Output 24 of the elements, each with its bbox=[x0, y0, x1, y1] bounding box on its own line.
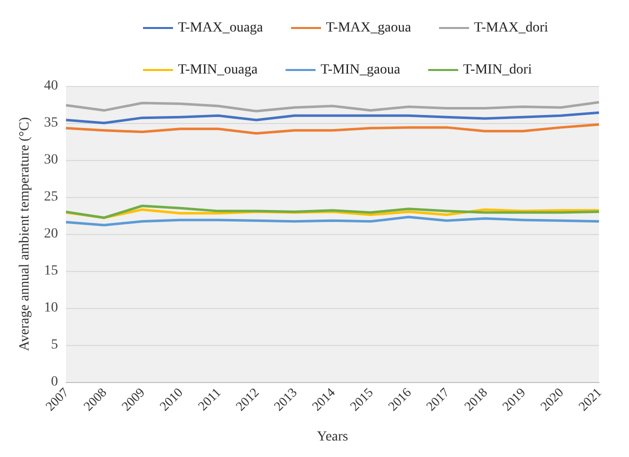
y-tick-label: 10 bbox=[44, 300, 58, 316]
y-tick-label: 5 bbox=[51, 338, 58, 352]
x-axis-title: Years bbox=[316, 430, 348, 444]
line-series bbox=[64, 101, 600, 112]
y-tick-label: 20 bbox=[44, 226, 58, 242]
line-series bbox=[64, 123, 600, 135]
x-tick-label: 2011 bbox=[194, 384, 224, 414]
y-tick-label: 35 bbox=[44, 116, 58, 130]
y-tick-label: 30 bbox=[44, 152, 58, 168]
legend-label: T-MAX_ouaga bbox=[178, 20, 264, 36]
line-series bbox=[64, 216, 600, 226]
legend-label: T-MIN_ouaga bbox=[178, 62, 258, 78]
y-tick-label: 25 bbox=[44, 190, 58, 204]
line-series bbox=[64, 204, 600, 219]
y-tick-label: 15 bbox=[44, 264, 58, 278]
legend-label: T-MIN_dori bbox=[463, 62, 532, 78]
y-axis-title: Average annual ambient temperature (°C) bbox=[18, 116, 32, 351]
y-tick-label: 0 bbox=[51, 374, 58, 390]
legend-label: T-MAX_dori bbox=[474, 20, 548, 36]
legend-label: T-MIN_gaoua bbox=[320, 62, 401, 78]
x-tick-label: 2021 bbox=[575, 384, 604, 414]
legend-label: T-MAX_gaoua bbox=[326, 20, 412, 36]
line-series bbox=[64, 111, 600, 124]
y-tick-label: 40 bbox=[44, 78, 58, 94]
